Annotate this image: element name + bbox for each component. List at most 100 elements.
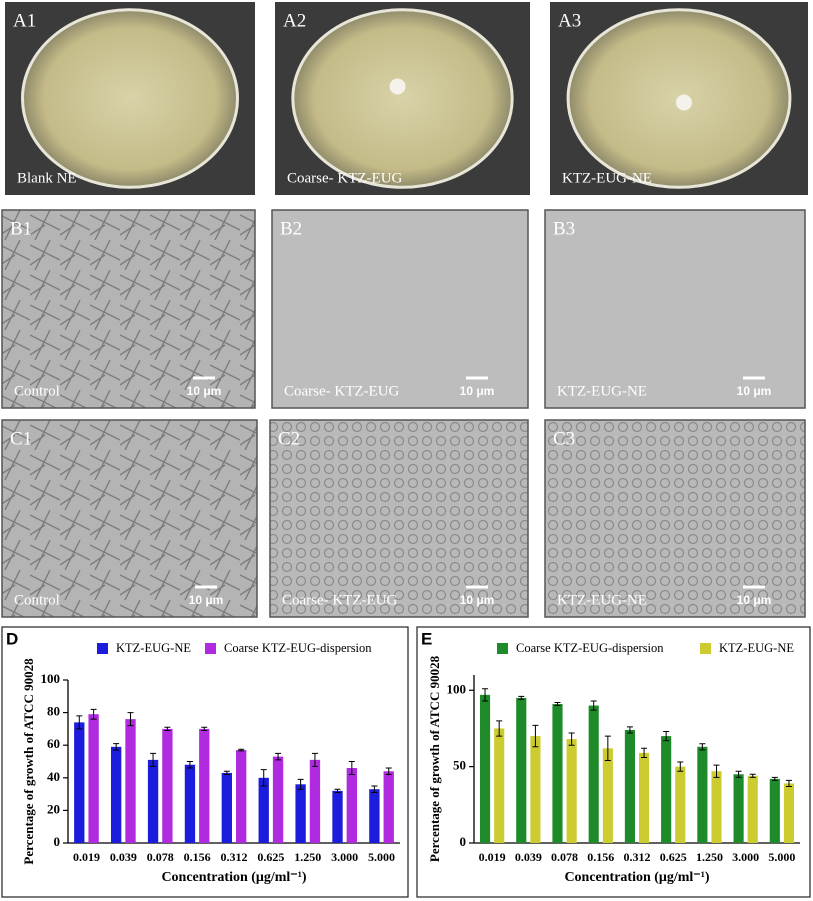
error-bar <box>76 715 83 730</box>
bar <box>661 736 672 843</box>
bar <box>783 783 795 843</box>
error-bar <box>532 724 539 748</box>
bar <box>111 746 122 843</box>
legend-label: Coarse KTZ-EUG-dispersion <box>224 641 372 655</box>
bar <box>747 775 758 843</box>
bar <box>125 719 136 843</box>
error-bar <box>699 743 706 751</box>
photo-panels: A1 Blank NE A2 Coarse- KTZ-EUG A3 KTZ-EUG-NE 1… <box>1 2 808 618</box>
bar <box>369 789 380 843</box>
error-bar <box>334 788 341 793</box>
x-tick-label: 5.000 <box>368 850 395 864</box>
bar <box>675 766 686 843</box>
bar <box>272 756 284 843</box>
x-axis-title: Concentration (μg/ml⁻¹) <box>161 870 306 885</box>
bar <box>221 772 232 843</box>
error-bar <box>626 726 633 734</box>
scale-label: 10 μm <box>460 593 495 607</box>
photo-caption: Control <box>14 592 60 608</box>
bar <box>624 729 635 843</box>
y-tick-label: 20 <box>47 801 60 816</box>
photo-caption: KTZ-EUG-NE <box>557 592 647 608</box>
error-bar <box>127 712 134 727</box>
x-tick-label: 0.039 <box>515 850 542 864</box>
bar <box>309 759 321 843</box>
inhibition-disc <box>389 78 406 95</box>
legend-swatch <box>205 643 216 654</box>
error-bar <box>568 732 575 746</box>
bar <box>346 768 357 843</box>
bar <box>479 694 491 843</box>
panel-label: B1 <box>10 218 32 239</box>
x-tick-label: 0.312 <box>624 850 651 864</box>
bar <box>516 697 527 843</box>
photo <box>271 209 529 409</box>
bar <box>199 728 210 843</box>
panel-label: A2 <box>283 10 306 31</box>
bar <box>74 722 85 843</box>
error-bar <box>771 776 778 781</box>
legend-label: Coarse KTZ-EUG-dispersion <box>516 641 664 655</box>
panel-label: B3 <box>553 218 575 239</box>
x-axis-title: Concentration (μg/ml⁻¹) <box>564 870 709 885</box>
error-bar <box>311 752 318 767</box>
bar <box>711 771 722 843</box>
error-bar <box>113 743 120 751</box>
panel-label: B2 <box>280 218 302 239</box>
error-bar <box>663 731 670 742</box>
x-tick-label: 3.000 <box>331 850 358 864</box>
photo <box>1 419 258 618</box>
y-tick-label: 60 <box>47 736 60 751</box>
petri-dish <box>291 8 514 189</box>
bar <box>602 748 613 843</box>
error-bar <box>90 708 97 720</box>
error-bar <box>713 764 720 778</box>
petri-dish <box>21 8 239 189</box>
x-tick-label: 0.156 <box>587 850 614 864</box>
bar <box>147 759 159 843</box>
photo-caption: Coarse- KTZ-EUG <box>287 170 403 186</box>
panel-label: E <box>421 629 432 648</box>
error-bar <box>677 761 684 772</box>
photo-caption: Coarse- KTZ-EUG <box>282 592 398 608</box>
error-bar <box>590 700 597 711</box>
x-tick-label: 0.078 <box>551 850 578 864</box>
panel-label: A3 <box>558 10 581 31</box>
bar <box>697 746 708 843</box>
legend-label: KTZ-EUG-NE <box>116 641 191 655</box>
bar <box>295 784 306 843</box>
scale-label: 10 μm <box>737 384 772 398</box>
y-tick-label: 0 <box>460 834 467 849</box>
y-tick-label: 80 <box>47 704 60 719</box>
bar <box>258 777 269 843</box>
bar <box>530 736 541 843</box>
bar <box>184 764 196 843</box>
x-tick-label: 3.000 <box>732 850 759 864</box>
legend-swatch <box>497 643 508 654</box>
x-tick-label: 1.250 <box>696 850 723 864</box>
x-tick-label: 0.625 <box>257 850 284 864</box>
bar <box>162 728 173 843</box>
y-axis-title: Percentage of growth of ATCC 90028 <box>427 655 442 862</box>
error-bar <box>385 767 392 776</box>
photo-caption: KTZ-EUG-NE <box>557 383 647 399</box>
x-tick-label: 0.625 <box>660 850 687 864</box>
bar <box>588 705 599 843</box>
legend-label: KTZ-EUG-NE <box>719 641 794 655</box>
error-bar <box>482 688 489 702</box>
photo <box>1 209 256 409</box>
error-bar <box>785 779 792 787</box>
error-bar <box>297 778 304 790</box>
bar <box>769 778 780 843</box>
error-bar <box>275 752 282 761</box>
photo-caption: Control <box>14 383 60 399</box>
y-tick-label: 50 <box>453 758 466 773</box>
photo <box>544 419 806 618</box>
x-tick-label: 0.078 <box>147 850 174 864</box>
bar <box>383 771 394 843</box>
y-tick-label: 0 <box>54 834 61 849</box>
error-bar <box>260 769 267 787</box>
error-bar <box>238 748 245 752</box>
error-bar <box>604 735 611 762</box>
